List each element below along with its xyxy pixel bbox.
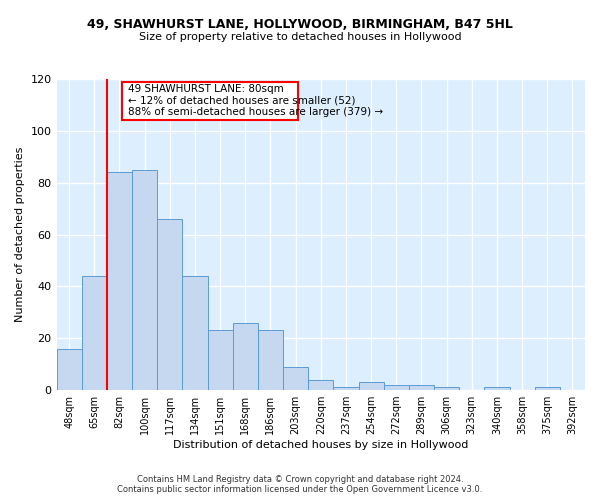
X-axis label: Distribution of detached houses by size in Hollywood: Distribution of detached houses by size … (173, 440, 469, 450)
Bar (132, 170, 157, 390)
Text: Contains public sector information licensed under the Open Government Licence v3: Contains public sector information licen… (118, 484, 482, 494)
Bar (107, 172, 132, 390)
Bar (233, 322, 258, 390)
Text: 49, SHAWHURST LANE, HOLLYWOOD, BIRMINGHAM, B47 5HL: 49, SHAWHURST LANE, HOLLYWOOD, BIRMINGHA… (87, 18, 513, 30)
Bar (434, 388, 459, 390)
Bar (409, 385, 434, 390)
Bar (56, 348, 82, 390)
Bar (383, 385, 409, 390)
Text: ← 12% of detached houses are smaller (52): ← 12% of detached houses are smaller (52… (128, 96, 356, 106)
Text: Contains HM Land Registry data © Crown copyright and database right 2024.: Contains HM Land Registry data © Crown c… (137, 475, 463, 484)
Bar (308, 380, 334, 390)
FancyBboxPatch shape (122, 82, 298, 120)
Text: Size of property relative to detached houses in Hollywood: Size of property relative to detached ho… (139, 32, 461, 42)
Bar (82, 276, 107, 390)
Text: 88% of semi-detached houses are larger (379) →: 88% of semi-detached houses are larger (… (128, 107, 383, 117)
Bar (258, 330, 283, 390)
Bar (484, 388, 509, 390)
Bar (283, 367, 308, 390)
Bar (157, 219, 182, 390)
Bar (535, 388, 560, 390)
Text: 49 SHAWHURST LANE: 80sqm: 49 SHAWHURST LANE: 80sqm (128, 84, 284, 94)
Bar (334, 388, 359, 390)
Bar (182, 276, 208, 390)
Y-axis label: Number of detached properties: Number of detached properties (15, 147, 25, 322)
Bar (208, 330, 233, 390)
Bar (359, 382, 383, 390)
